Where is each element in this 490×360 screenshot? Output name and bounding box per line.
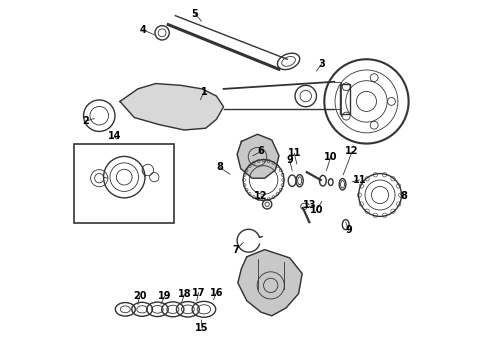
Text: 19: 19 bbox=[158, 291, 172, 301]
Text: 12: 12 bbox=[345, 147, 359, 157]
Text: 18: 18 bbox=[177, 289, 191, 299]
Text: 12: 12 bbox=[254, 191, 268, 201]
Text: 10: 10 bbox=[310, 205, 323, 215]
Text: 7: 7 bbox=[233, 245, 240, 255]
Text: 8: 8 bbox=[217, 162, 223, 172]
Text: 17: 17 bbox=[192, 288, 205, 297]
Text: 20: 20 bbox=[133, 291, 147, 301]
Text: 11: 11 bbox=[353, 175, 366, 185]
Text: 8: 8 bbox=[400, 191, 407, 201]
Polygon shape bbox=[120, 84, 223, 130]
Polygon shape bbox=[237, 134, 279, 178]
Text: 3: 3 bbox=[318, 59, 325, 69]
Text: 14: 14 bbox=[108, 131, 122, 141]
Bar bbox=[340, 84, 350, 114]
Text: 6: 6 bbox=[258, 147, 265, 157]
Text: 15: 15 bbox=[196, 323, 209, 333]
Text: 11: 11 bbox=[288, 148, 301, 158]
Bar bbox=[74, 144, 173, 223]
Text: 13: 13 bbox=[302, 200, 316, 210]
Text: 2: 2 bbox=[83, 116, 89, 126]
Text: 10: 10 bbox=[324, 152, 338, 162]
Polygon shape bbox=[238, 249, 302, 316]
Text: 9: 9 bbox=[345, 225, 352, 235]
Text: 16: 16 bbox=[210, 288, 223, 297]
Text: 4: 4 bbox=[140, 25, 147, 35]
Text: 5: 5 bbox=[192, 9, 198, 19]
Text: 9: 9 bbox=[286, 156, 293, 165]
Text: 1: 1 bbox=[200, 87, 207, 98]
